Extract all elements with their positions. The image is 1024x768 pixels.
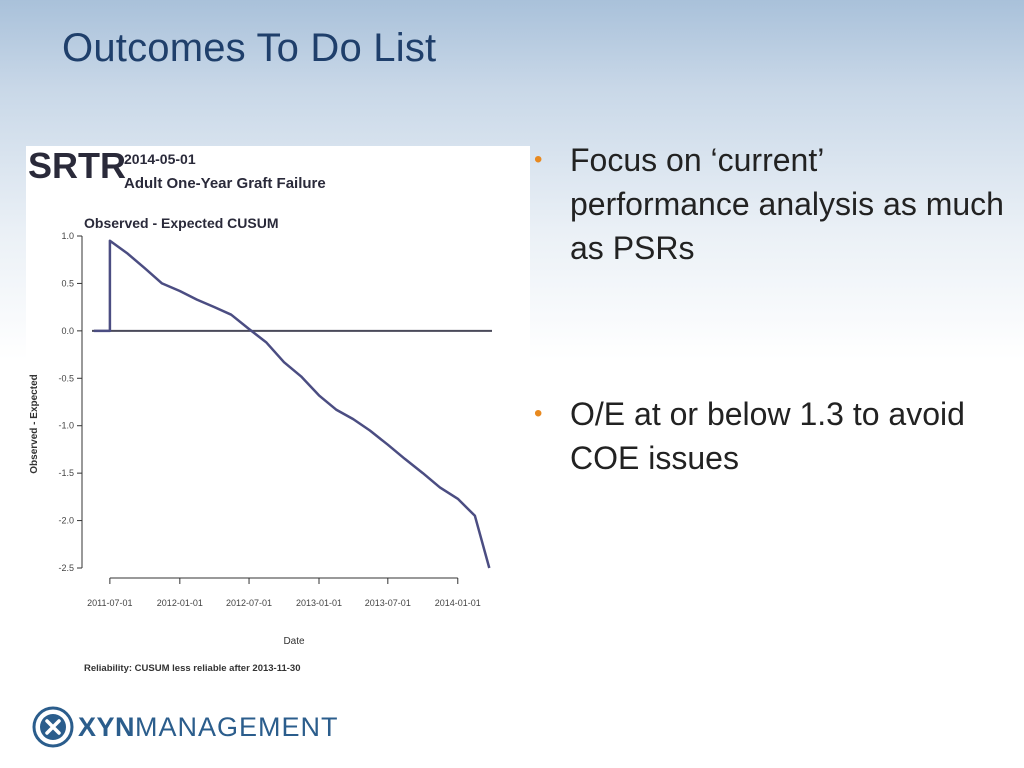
bullet-dot-icon: • (534, 400, 543, 427)
y-tick-label: 0.5 (61, 278, 74, 288)
bullet-item: • O/E at or below 1.3 to avoid COE issues (534, 392, 1004, 480)
report-date: 2014-05-01 (124, 151, 196, 167)
report-subtitle: Adult One-Year Graft Failure (124, 175, 326, 192)
srtr-logo-text: SRTR (28, 146, 126, 186)
y-tick-label: -2.5 (58, 563, 74, 573)
bullet-item: • Focus on ‘current’ performance analysis… (534, 138, 1004, 270)
y-tick-label: -0.5 (58, 373, 74, 383)
x-tick-label: 2014-01-01 (435, 598, 481, 608)
bullet-dot-icon: • (534, 146, 543, 173)
y-tick-label: -1.5 (58, 468, 74, 478)
bullet-text: Focus on ‘current’ performance analysis … (570, 142, 1004, 266)
logo-light-text: MANAGEMENT (135, 711, 339, 742)
x-tick-label: 2012-07-01 (226, 598, 272, 608)
chart-title: Observed - Expected CUSUM (84, 215, 279, 231)
y-tick-label: 1.0 (61, 231, 74, 241)
reliability-note: Reliability: CUSUM less reliable after 2… (84, 663, 301, 674)
cusum-chart: SRTR 2014-05-01 Adult One-Year Graft Fai… (28, 146, 492, 674)
x-tick-label: 2013-01-01 (296, 598, 342, 608)
y-tick-label: 0.0 (61, 326, 74, 336)
y-tick-label: -1.0 (58, 421, 74, 431)
x-tick-label: 2013-07-01 (365, 598, 411, 608)
xyn-logo-mark-icon (32, 706, 74, 748)
cusum-series-line (93, 239, 491, 569)
y-tick-label: -2.0 (58, 516, 74, 526)
x-tick-label: 2012-01-01 (157, 598, 203, 608)
logo-bold-text: XYN (78, 711, 136, 742)
x-tick-label: 2011-07-01 (87, 598, 132, 608)
y-axis-label: Observed - Expected (29, 374, 40, 473)
bullet-text: O/E at or below 1.3 to avoid COE issues (570, 396, 965, 476)
slide-title: Outcomes To Do List (62, 26, 437, 70)
bullet-list: • Focus on ‘current’ performance analysis… (534, 138, 1004, 480)
x-axis-label: Date (283, 636, 305, 647)
xyn-management-logo: XYN MANAGEMENT (32, 705, 339, 749)
cusum-chart-panel: SRTR 2014-05-01 Adult One-Year Graft Fai… (26, 146, 530, 680)
